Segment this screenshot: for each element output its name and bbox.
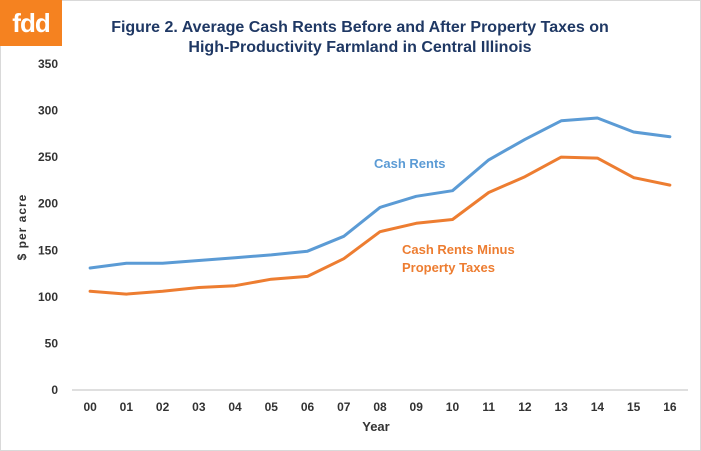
x-tick-label: 04	[228, 400, 242, 414]
x-tick-label: 06	[301, 400, 315, 414]
logo-text: fdd	[12, 7, 50, 38]
cash-rents-series-label: Cash Rents	[374, 156, 446, 171]
x-axis-label: Year	[362, 419, 390, 434]
y-tick-label: 0	[51, 383, 58, 397]
cash-rents-minus-taxes-label-line1: Cash Rents Minus	[402, 242, 515, 257]
x-tick-label: 14	[591, 400, 605, 414]
y-tick-label: 100	[38, 290, 58, 304]
x-tick-label: 02	[156, 400, 170, 414]
y-tick-label: 300	[38, 104, 58, 118]
chart-title: Figure 2. Average Cash Rents Before and …	[80, 18, 640, 58]
x-tick-label: 13	[554, 400, 568, 414]
x-tick-label: 03	[192, 400, 206, 414]
chart-title-line1: Figure 2. Average Cash Rents Before and …	[111, 19, 609, 36]
chart-title-line2: High-Productivity Farmland in Central Il…	[188, 39, 532, 56]
y-tick-label: 350	[38, 57, 58, 71]
x-tick-label: 01	[120, 400, 134, 414]
x-tick-label: 11	[482, 400, 495, 414]
y-tick-label: 150	[38, 243, 58, 257]
x-tick-label: 10	[446, 400, 460, 414]
x-tick-label: 09	[410, 400, 424, 414]
cash-rents-minus-taxes-label-line2: Property Taxes	[402, 260, 495, 275]
x-tick-label: 16	[663, 400, 677, 414]
y-tick-label: 250	[38, 150, 58, 164]
y-tick-label: 50	[45, 336, 59, 350]
x-tick-label: 00	[83, 400, 97, 414]
x-tick-label: 05	[265, 400, 279, 414]
x-tick-label: 15	[627, 400, 641, 414]
y-tick-label: 200	[38, 197, 58, 211]
cash-rents-minus-taxes-line	[88, 155, 672, 296]
x-tick-label: 12	[518, 400, 532, 414]
cash-rents-line	[88, 116, 672, 270]
x-tick-label: 08	[373, 400, 387, 414]
x-tick-label: 07	[337, 400, 351, 414]
fdd-logo: fdd	[0, 0, 62, 46]
